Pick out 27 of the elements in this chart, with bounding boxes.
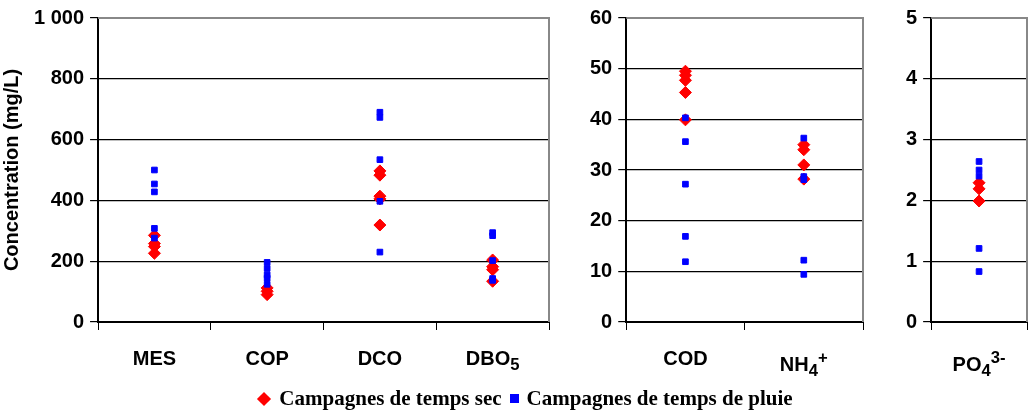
y-tick-label: 1 000 <box>33 5 85 28</box>
y-tick-label: 2 <box>906 187 918 210</box>
y-tick-label: 30 <box>590 157 613 180</box>
y-tick-label: 10 <box>590 258 613 281</box>
y-tick-label: 60 <box>590 5 613 28</box>
y-tick-label: 3 <box>906 127 918 150</box>
y-tick-label: 4 <box>906 66 918 89</box>
y-tick-label: 0 <box>906 309 918 332</box>
x-tick-label: DBO$_{5}$ <box>464 346 521 376</box>
y-tick-label: 5 <box>906 5 918 28</box>
y-tick-label: 40 <box>590 106 613 129</box>
x-tick-label: DCO <box>356 346 404 370</box>
y-tick-label: 20 <box>590 208 613 231</box>
legend-label: Campagnes de temps sec <box>279 386 502 411</box>
y-tick-label: 800 <box>50 66 85 89</box>
y-tick-label: 200 <box>50 248 85 271</box>
y-tick-label: 0 <box>601 309 613 332</box>
legend-label: Campagnes de temps de pluie <box>526 386 793 411</box>
x-tick-label: COD <box>662 346 709 370</box>
y-axis-title: Concentration (mg/L) <box>0 68 22 272</box>
x-tick-label: MES <box>131 346 178 370</box>
y-tick-label: 1 <box>906 248 918 271</box>
y-tick-label: 50 <box>590 56 613 79</box>
y-tick-label: 600 <box>50 127 85 150</box>
y-tick-label: 400 <box>50 187 85 210</box>
y-tick-label: 0 <box>72 309 85 332</box>
x-tick-label: COP <box>244 346 290 370</box>
